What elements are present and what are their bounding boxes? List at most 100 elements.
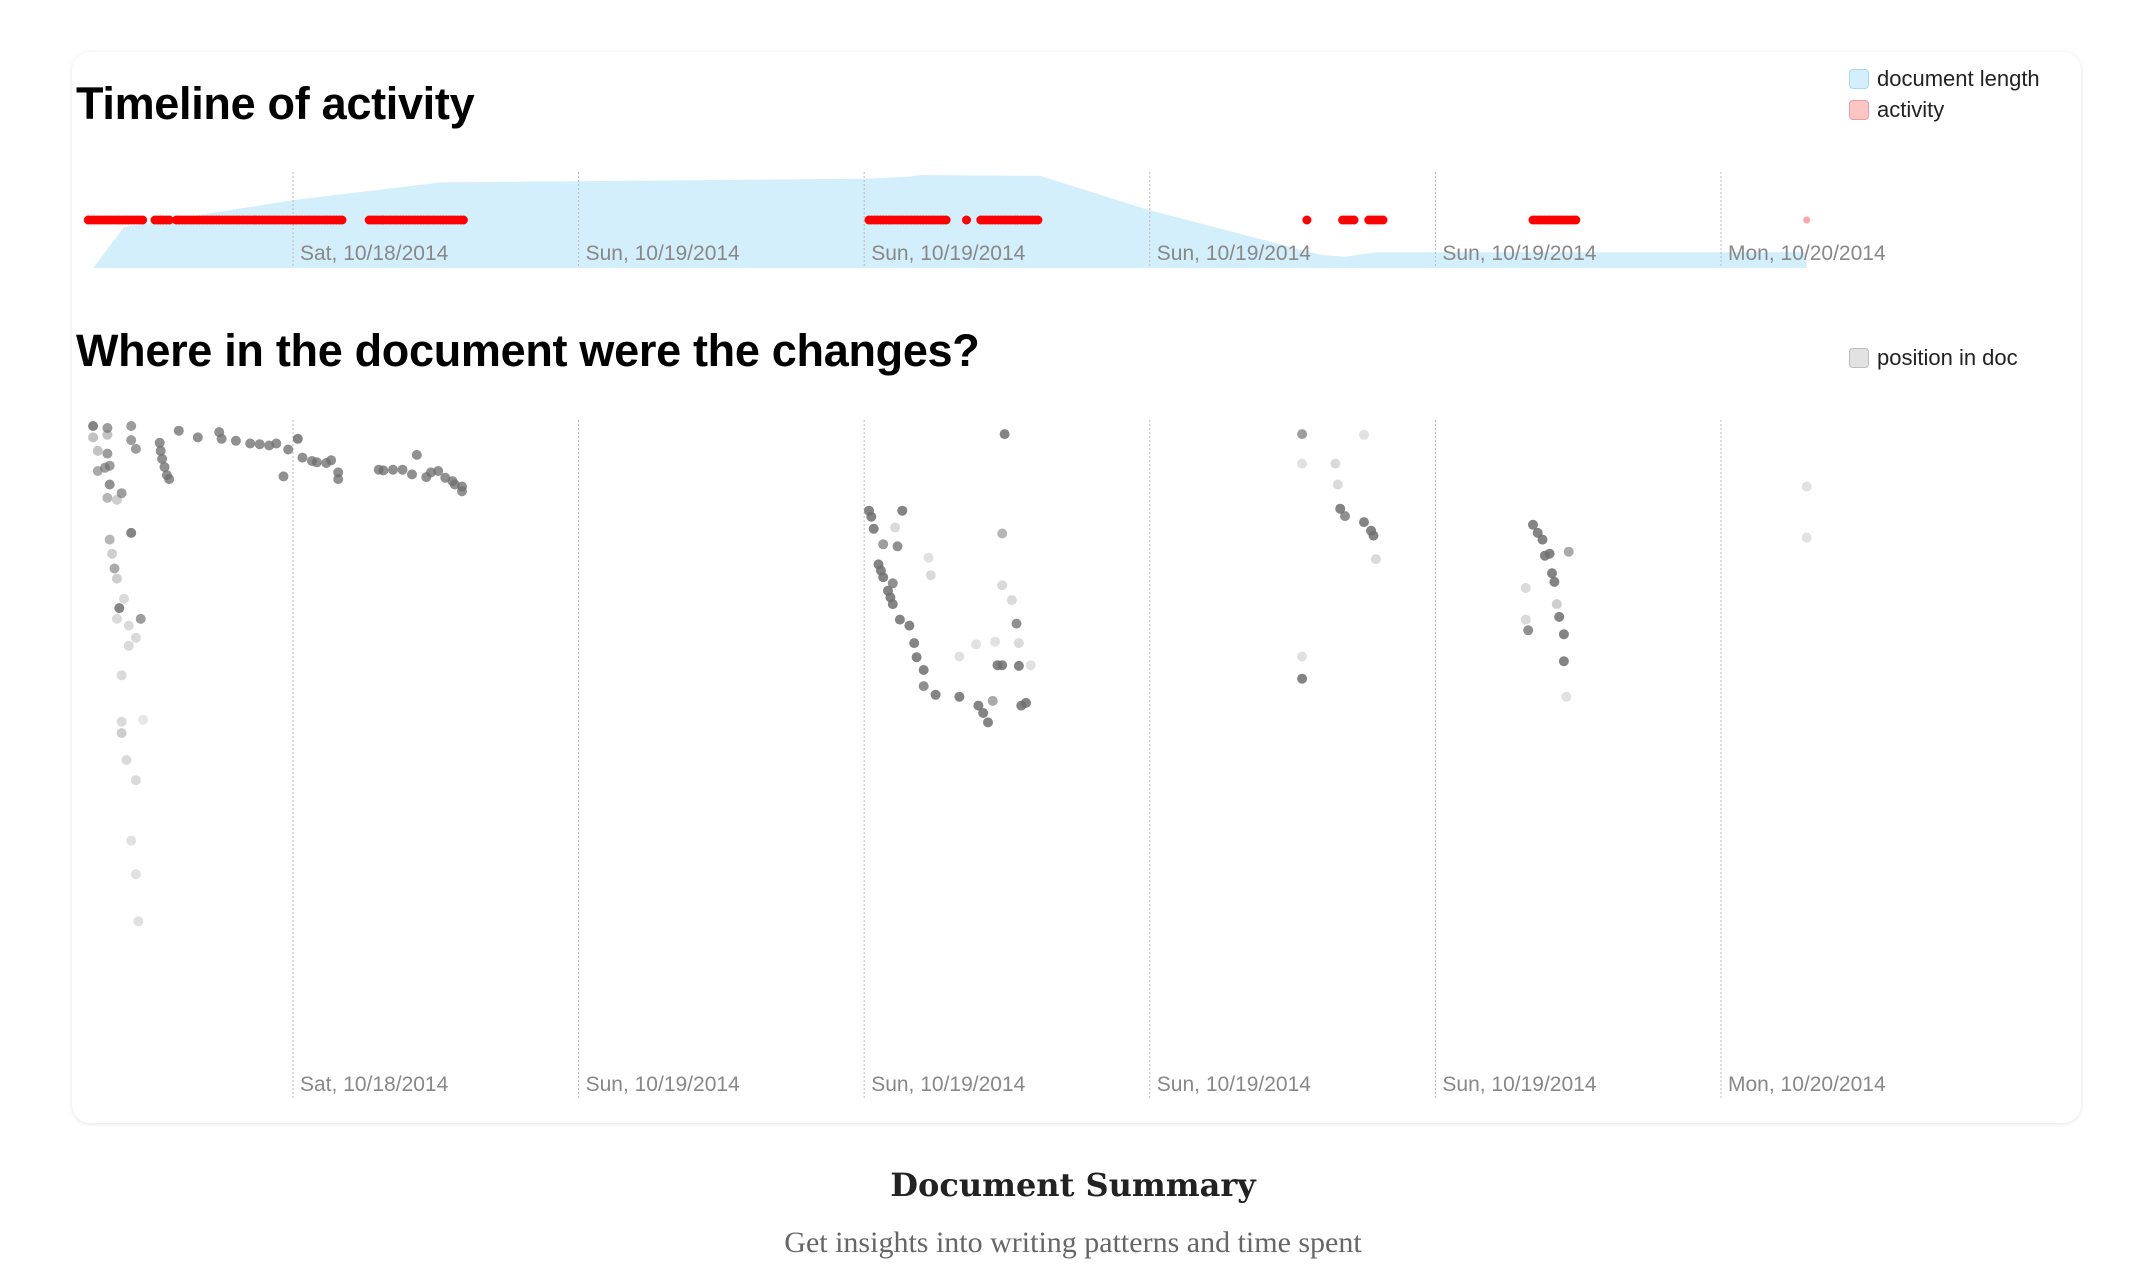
- position-point: [1297, 429, 1308, 440]
- position-point: [164, 474, 175, 485]
- x-tick-label: Sun, 10/19/2014: [586, 1073, 740, 1096]
- position-point: [111, 494, 122, 505]
- position-scatter-chart: Sat, 10/18/2014 Sun, 10/19/2014 Sun, 10/19…: [88, 420, 1886, 1098]
- position-point: [292, 433, 303, 444]
- position-point: [245, 438, 256, 449]
- position-point: [123, 640, 134, 651]
- activity-dot: [962, 215, 971, 225]
- x-tick-label: Sun, 10/19/2014: [1157, 1073, 1311, 1096]
- activity-dot: [138, 215, 148, 225]
- position-point: [1554, 611, 1565, 622]
- position-point: [909, 638, 920, 649]
- position-point: [388, 464, 398, 475]
- position-point: [121, 755, 132, 765]
- position-point: [971, 639, 982, 650]
- position-point: [192, 432, 203, 443]
- position-point: [111, 613, 122, 624]
- position-point: [88, 432, 99, 443]
- x-tick-label: Mon, 10/20/2014: [1728, 1073, 1886, 1096]
- position-point: [918, 681, 929, 692]
- x-tick-label: Sun, 10/19/2014: [1442, 242, 1596, 265]
- position-point: [987, 695, 998, 706]
- position-point: [1520, 583, 1531, 593]
- position-point: [897, 505, 908, 516]
- position-point: [990, 636, 1001, 647]
- position-point: [878, 539, 889, 550]
- position-point: [138, 714, 149, 725]
- activity-dot: [1378, 215, 1388, 225]
- position-point: [397, 464, 408, 475]
- position-point: [407, 469, 417, 480]
- position-point: [1558, 656, 1569, 667]
- position-point: [433, 466, 444, 476]
- position-point: [1549, 576, 1560, 587]
- x-tick-label: Sat, 10/18/2014: [300, 1073, 449, 1096]
- footer-subtitle: Get insights into writing patterns and t…: [784, 1226, 1362, 1259]
- position-point: [954, 691, 965, 702]
- position-point: [154, 437, 165, 448]
- position-point: [878, 572, 889, 583]
- timeline-title: Timeline of activity: [76, 78, 475, 129]
- position-point: [1520, 614, 1531, 625]
- position-point: [1332, 479, 1343, 490]
- position-point: [954, 651, 965, 662]
- legend-item-activity[interactable]: activity: [1849, 94, 2040, 125]
- position-point: [887, 599, 898, 610]
- position-point: [130, 443, 141, 454]
- legend-label: position in doc: [1877, 344, 2018, 370]
- activity-swatch: [1849, 99, 1869, 120]
- activity-dot: [941, 215, 951, 225]
- activity-dot: [458, 215, 468, 225]
- position-point: [104, 479, 115, 490]
- position-point: [1025, 660, 1036, 671]
- x-tick-label: Sun, 10/19/2014: [871, 1073, 1025, 1096]
- position-point: [866, 511, 877, 522]
- position-point: [1370, 554, 1381, 565]
- position-point: [116, 716, 127, 727]
- position-point: [333, 474, 344, 485]
- legend-item-position-in-doc[interactable]: position in doc: [1849, 342, 2018, 373]
- legend-item-document-length[interactable]: document length: [1849, 63, 2040, 94]
- position-point: [88, 421, 99, 431]
- position-point: [283, 444, 294, 455]
- activity-dot: [164, 215, 174, 225]
- position-point: [254, 439, 265, 450]
- position-point: [92, 445, 103, 456]
- position-point: [1011, 618, 1022, 629]
- position-point: [173, 425, 184, 436]
- position-point: [1013, 660, 1024, 671]
- position-point: [1558, 629, 1569, 640]
- position-point: [894, 614, 905, 625]
- position-point: [1801, 532, 1812, 543]
- x-tick-label: Sun, 10/19/2014: [586, 242, 740, 265]
- position-point: [109, 563, 120, 574]
- position-point: [1563, 546, 1574, 557]
- position-point: [868, 523, 879, 534]
- position-point: [116, 728, 127, 739]
- position-point: [1544, 548, 1555, 559]
- position-point: [1335, 503, 1346, 514]
- position-point: [130, 869, 141, 880]
- position-point: [116, 488, 127, 499]
- position-point: [230, 435, 241, 446]
- legend-label: activity: [1877, 96, 1945, 122]
- x-tick-label: Mon, 10/20/2014: [1728, 242, 1886, 265]
- position-point: [973, 700, 984, 711]
- x-tick-label: Sun, 10/19/2014: [1157, 242, 1311, 265]
- position-point: [102, 492, 113, 503]
- position-point: [297, 452, 308, 463]
- position-point: [1528, 519, 1538, 530]
- position-point: [114, 603, 125, 614]
- position-point: [102, 429, 113, 440]
- position-point: [157, 453, 168, 464]
- activity-dot: [1571, 215, 1581, 225]
- position-point: [887, 578, 898, 589]
- position-point: [997, 580, 1008, 591]
- position-point: [326, 455, 337, 466]
- positions-legend: position in doc: [1849, 342, 2018, 373]
- position-point: [1021, 697, 1031, 708]
- position-point: [159, 462, 170, 472]
- x-tick-label: Sat, 10/18/2014: [300, 242, 449, 265]
- position-point: [107, 548, 118, 559]
